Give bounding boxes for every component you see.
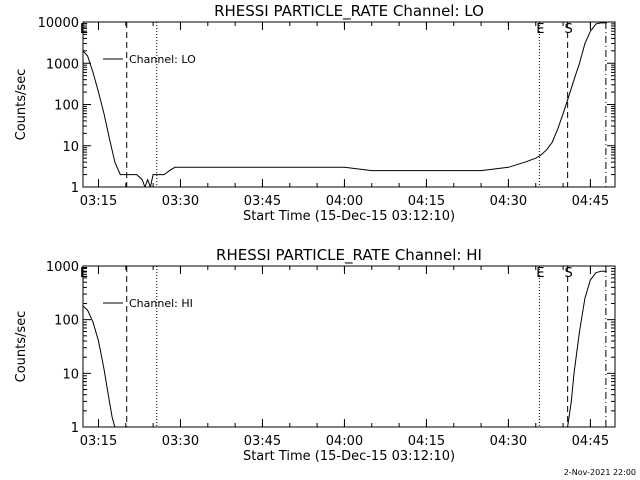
x-tick-label: 03:45 — [244, 434, 281, 449]
y-tick-label: 1000 — [46, 260, 79, 275]
plot-frame — [82, 265, 616, 428]
x-tick-label: 03:30 — [162, 194, 199, 209]
generated-timestamp: 2-Nov-2021 22:00 — [563, 468, 636, 477]
legend-entry: Channel: LO — [129, 53, 196, 66]
y-tick-label: 1 — [71, 421, 79, 436]
legend-entry: Channel: HI — [129, 297, 193, 310]
y-tick-label: 100 — [54, 314, 79, 329]
y-tick-label: 100 — [54, 99, 79, 114]
event-marker-label: E — [80, 266, 88, 281]
plot-frame — [82, 21, 616, 188]
series-line — [567, 270, 607, 427]
y-tick-label: 10 — [62, 367, 79, 382]
x-tick-label: 04:00 — [326, 434, 363, 449]
x-tick-label: 03:15 — [80, 434, 117, 449]
y-axis-label: Counts/sec — [14, 69, 29, 141]
x-axis-label: Start Time (15-Dec-15 03:12:10) — [243, 209, 455, 224]
x-tick-label: 03:45 — [244, 194, 281, 209]
x-tick-label: 04:15 — [408, 434, 445, 449]
x-tick-label: 03:30 — [162, 434, 199, 449]
chart-title: RHESSI PARTICLE_RATE Channel: LO — [214, 2, 484, 21]
chart-title: RHESSI PARTICLE_RATE Channel: HI — [216, 246, 482, 265]
x-tick-label: 03:15 — [80, 194, 117, 209]
event-marker-label: E — [536, 22, 544, 37]
y-tick-label: 10 — [62, 140, 79, 155]
x-axis-label: Start Time (15-Dec-15 03:12:10) — [243, 449, 455, 464]
y-axis-label: Counts/sec — [14, 311, 29, 383]
x-tick-label: 04:30 — [490, 434, 527, 449]
event-marker-label: E — [536, 266, 544, 281]
event-marker-label: S — [564, 266, 572, 281]
y-tick-label: 10000 — [38, 16, 79, 31]
y-tick-label: 1000 — [46, 57, 79, 72]
series-line — [83, 305, 116, 427]
x-tick-label: 04:00 — [326, 194, 363, 209]
x-tick-label: 04:45 — [572, 434, 609, 449]
chart-panel-1: RHESSI PARTICLE_RATE Channel: LO 1 10 100 10… — [14, 2, 616, 224]
x-tick-label: 04:45 — [572, 194, 609, 209]
x-tick-label: 04:30 — [490, 194, 527, 209]
event-marker-label: S — [564, 22, 572, 37]
event-marker-label: E — [80, 22, 88, 37]
series-line — [83, 22, 607, 187]
chart-panel-2: RHESSI PARTICLE_RATE Channel: HI 1 10 100 10… — [14, 246, 616, 464]
x-tick-label: 04:15 — [408, 194, 445, 209]
y-tick-label: 1 — [71, 181, 79, 196]
